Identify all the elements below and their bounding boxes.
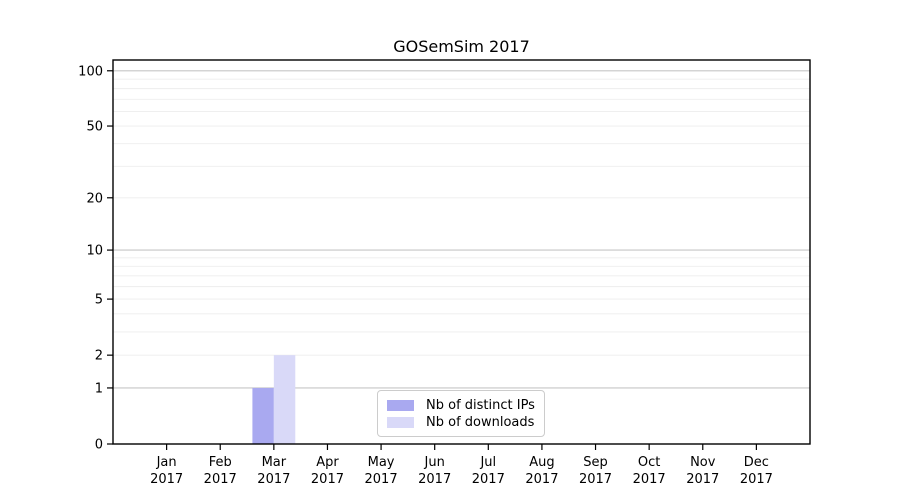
y-tick-label: 50 bbox=[86, 120, 103, 135]
legend-swatch-distinct-ips bbox=[387, 399, 414, 411]
x-tick-label: Jan 2017 bbox=[150, 455, 183, 487]
legend-swatch-downloads bbox=[387, 416, 414, 428]
x-tick-label: Aug 2017 bbox=[525, 455, 558, 487]
bar-downloads bbox=[273, 355, 296, 444]
y-tick-label: 5 bbox=[95, 293, 103, 308]
x-tick-label: Jul 2017 bbox=[472, 455, 505, 487]
legend-item-downloads: Nb of downloads bbox=[387, 416, 544, 429]
y-tick-label: 1 bbox=[95, 381, 103, 396]
y-tick-label: 100 bbox=[78, 64, 103, 79]
x-tick-label: Feb 2017 bbox=[204, 455, 237, 487]
legend-label-downloads: Nb of downloads bbox=[426, 414, 535, 430]
plot-border bbox=[112, 59, 811, 445]
legend: Nb of distinct IPs Nb of downloads bbox=[377, 390, 545, 437]
y-tick-label: 10 bbox=[86, 244, 103, 259]
legend-item-distinct-ips: Nb of distinct IPs bbox=[387, 399, 544, 412]
y-tick-label: 20 bbox=[86, 191, 103, 206]
x-tick-label: May 2017 bbox=[365, 455, 398, 487]
x-tick-label: Apr 2017 bbox=[311, 455, 344, 487]
x-tick-label: Mar 2017 bbox=[257, 455, 290, 487]
x-tick-label: Sep 2017 bbox=[579, 455, 612, 487]
chart-title: GOSemSim 2017 bbox=[393, 37, 530, 56]
x-tick-label: Jun 2017 bbox=[418, 455, 451, 487]
x-tick-label: Oct 2017 bbox=[633, 455, 666, 487]
x-tick-label: Dec 2017 bbox=[740, 455, 773, 487]
legend-label-distinct-ips: Nb of distinct IPs bbox=[426, 397, 535, 413]
y-tick-label: 0 bbox=[95, 438, 103, 453]
x-tick-label: Nov 2017 bbox=[686, 455, 719, 487]
bar-distinct-ips bbox=[252, 387, 274, 444]
y-tick-label: 2 bbox=[95, 349, 103, 364]
